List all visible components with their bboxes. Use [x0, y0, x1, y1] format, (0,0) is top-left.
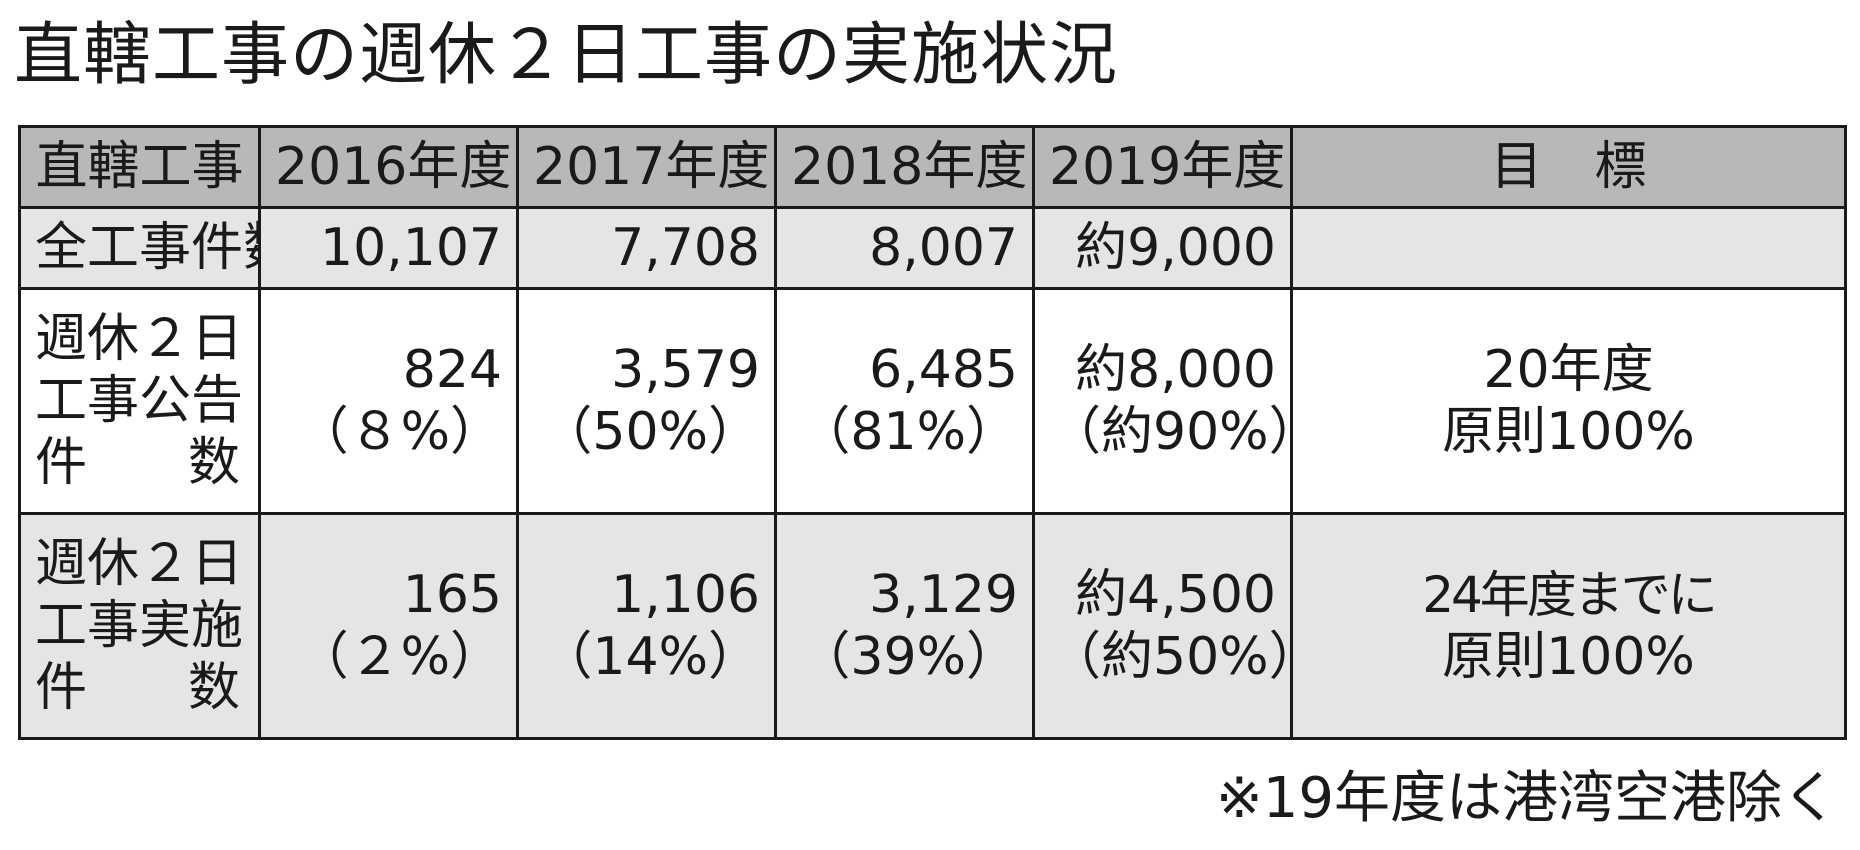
row-label-line: 週休２日 — [35, 534, 244, 594]
cell-value: 約4,500 — [1075, 565, 1276, 625]
table-cell: 824 （８%） — [258, 287, 519, 515]
row-label: 週休２日 工事実施 件 数 — [18, 512, 261, 740]
table-row: 週休２日 工事公告 件 数 824 （８%） 3,579 （50%） 6,485… — [18, 287, 1847, 515]
goal-cell — [1290, 206, 1847, 290]
row-label-part: 数 — [187, 433, 240, 493]
table-cell: 7,708 — [516, 206, 777, 290]
cell-percent: （約50%） — [1049, 627, 1289, 687]
table-cell: 6,485 （81%） — [774, 287, 1035, 515]
cell-value: 1,106 — [611, 565, 760, 625]
cell-percent: （８%） — [296, 402, 502, 462]
data-table: 直轄工事 2016年度 2017年度 2018年度 2019年度 目 標 全工事… — [18, 125, 1847, 740]
row-label: 週休２日 工事公告 件 数 — [18, 287, 261, 515]
column-header: 2018年度 — [774, 125, 1035, 209]
cell-percent: （14%） — [540, 627, 760, 687]
table-cell: 1,106 （14%） — [516, 512, 777, 740]
table-cell: 3,129 （39%） — [774, 512, 1035, 740]
table-cell: 8,007 — [774, 206, 1035, 290]
goal-line: 24年度までに — [1422, 566, 1718, 624]
row-label-line: 工事公告 — [35, 371, 244, 431]
goal-cell: 20年度 原則100% — [1290, 287, 1847, 515]
chart-title: 直轄工事の週休２日工事の実施状況 — [14, 16, 1119, 95]
cell-value: 3,579 — [611, 340, 760, 400]
row-label-line: 件 数 — [35, 432, 244, 494]
cell-percent: （39%） — [798, 627, 1018, 687]
table-row: 全工事件数 10,107 7,708 8,007 約9,000 — [18, 206, 1847, 290]
goal-line: 原則100% — [1442, 627, 1695, 687]
row-label-part: 数 — [187, 658, 240, 718]
row-label-line: 週休２日 — [35, 309, 244, 369]
row-label-line: 工事実施 — [35, 596, 244, 656]
cell-percent: （50%） — [540, 402, 760, 462]
column-header: 直轄工事 — [18, 125, 261, 209]
goal-line: 20年度 — [1483, 340, 1654, 400]
cell-value: 165 — [402, 565, 502, 625]
cell-value: 約8,000 — [1075, 340, 1276, 400]
cell-value: 6,485 — [869, 340, 1018, 400]
column-header: 目 標 — [1290, 125, 1847, 209]
cell-value: 824 — [402, 340, 502, 400]
cell-value: 3,129 — [869, 565, 1018, 625]
cell-percent: （81%） — [798, 402, 1018, 462]
column-header: 2017年度 — [516, 125, 777, 209]
row-label-part: 件 — [35, 658, 88, 718]
table-cell: 3,579 （50%） — [516, 287, 777, 515]
column-header: 2016年度 — [258, 125, 519, 209]
table-cell: 165 （２%） — [258, 512, 519, 740]
table-row: 週休２日 工事実施 件 数 165 （２%） 1,106 （14%） 3,129… — [18, 512, 1847, 740]
table-cell: 約9,000 — [1032, 206, 1293, 290]
goal-cell: 24年度までに 原則100% — [1290, 512, 1847, 740]
table-cell: 約8,000 （約90%） — [1032, 287, 1293, 515]
row-label: 全工事件数 — [18, 206, 261, 290]
header-row: 直轄工事 2016年度 2017年度 2018年度 2019年度 目 標 — [18, 125, 1847, 209]
row-label-part: 件 — [35, 433, 88, 493]
goal-line: 原則100% — [1442, 402, 1695, 462]
row-label-line: 件 数 — [35, 657, 244, 719]
column-header: 2019年度 — [1032, 125, 1293, 209]
table-cell: 約4,500 （約50%） — [1032, 512, 1293, 740]
cell-percent: （約90%） — [1049, 402, 1289, 462]
footnote: ※19年度は港湾空港除く — [1215, 766, 1838, 831]
cell-percent: （２%） — [296, 627, 502, 687]
table-cell: 10,107 — [258, 206, 519, 290]
